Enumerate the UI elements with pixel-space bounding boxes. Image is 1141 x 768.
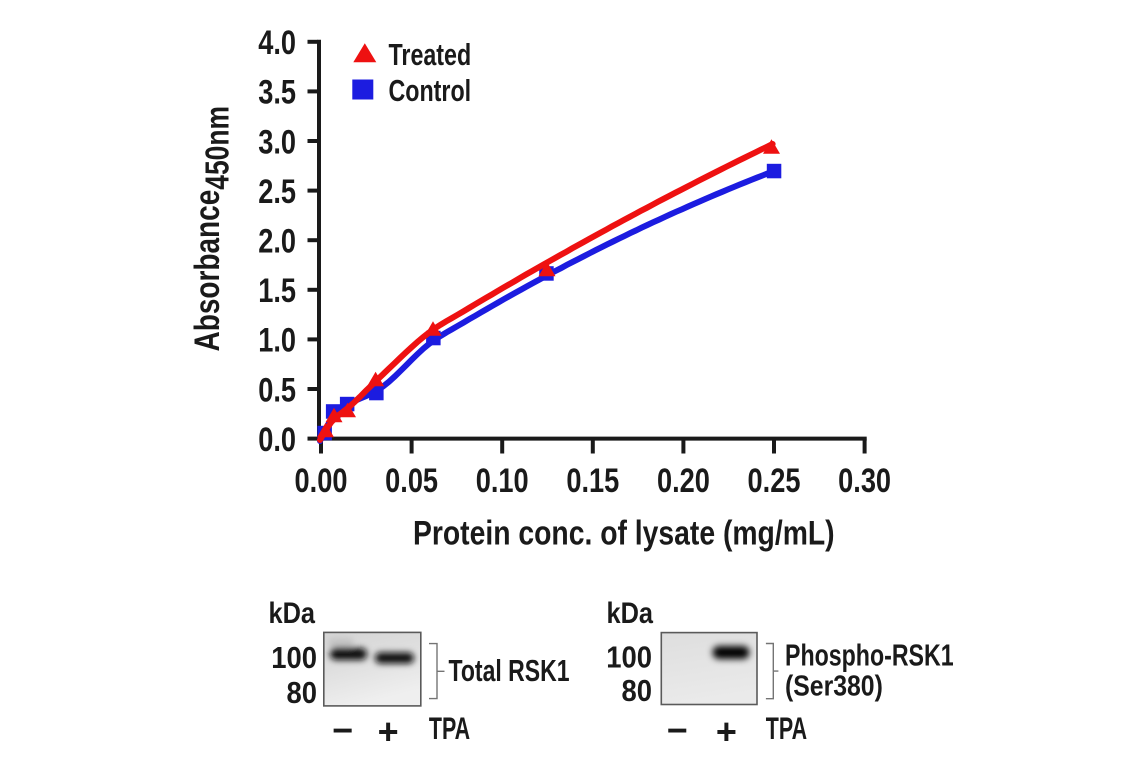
svg-text:kDa: kDa bbox=[607, 596, 654, 629]
svg-text:0.00: 0.00 bbox=[295, 461, 348, 500]
svg-text:2.5: 2.5 bbox=[258, 172, 296, 211]
svg-text:TPA: TPA bbox=[766, 711, 807, 746]
svg-text:4.0: 4.0 bbox=[258, 23, 296, 62]
svg-text:Treated: Treated bbox=[389, 37, 472, 72]
svg-text:0.5: 0.5 bbox=[258, 370, 296, 409]
svg-text:1.5: 1.5 bbox=[258, 271, 296, 310]
svg-text:0.05: 0.05 bbox=[385, 461, 438, 500]
svg-text:−: − bbox=[667, 710, 688, 751]
svg-text:0.10: 0.10 bbox=[476, 461, 529, 500]
svg-text:2.0: 2.0 bbox=[258, 222, 296, 261]
svg-text:0.25: 0.25 bbox=[748, 461, 801, 500]
svg-text:1.0: 1.0 bbox=[258, 321, 296, 360]
svg-text:Control: Control bbox=[389, 73, 472, 108]
svg-text:3.0: 3.0 bbox=[258, 122, 296, 161]
svg-text:+: + bbox=[378, 711, 399, 752]
svg-text:100: 100 bbox=[606, 641, 652, 675]
svg-text:80: 80 bbox=[621, 675, 652, 709]
svg-text:Protein conc. of lysate (mg/mL: Protein conc. of lysate (mg/mL) bbox=[413, 514, 835, 552]
svg-text:100: 100 bbox=[271, 642, 317, 676]
svg-text:−: − bbox=[332, 710, 353, 751]
svg-text:80: 80 bbox=[286, 676, 317, 710]
svg-text:0.30: 0.30 bbox=[838, 461, 891, 500]
svg-text:(Ser380): (Ser380) bbox=[785, 670, 883, 702]
svg-text:0.15: 0.15 bbox=[566, 461, 619, 500]
svg-text:TPA: TPA bbox=[429, 711, 470, 746]
svg-text:0.0: 0.0 bbox=[258, 420, 296, 459]
svg-text:kDa: kDa bbox=[269, 596, 316, 629]
svg-text:0.20: 0.20 bbox=[657, 461, 710, 500]
svg-text:+: + bbox=[716, 711, 737, 752]
svg-text:Total RSK1: Total RSK1 bbox=[449, 654, 570, 688]
svg-text:Phospho-RSK1: Phospho-RSK1 bbox=[785, 637, 954, 672]
svg-text:3.5: 3.5 bbox=[258, 73, 296, 112]
